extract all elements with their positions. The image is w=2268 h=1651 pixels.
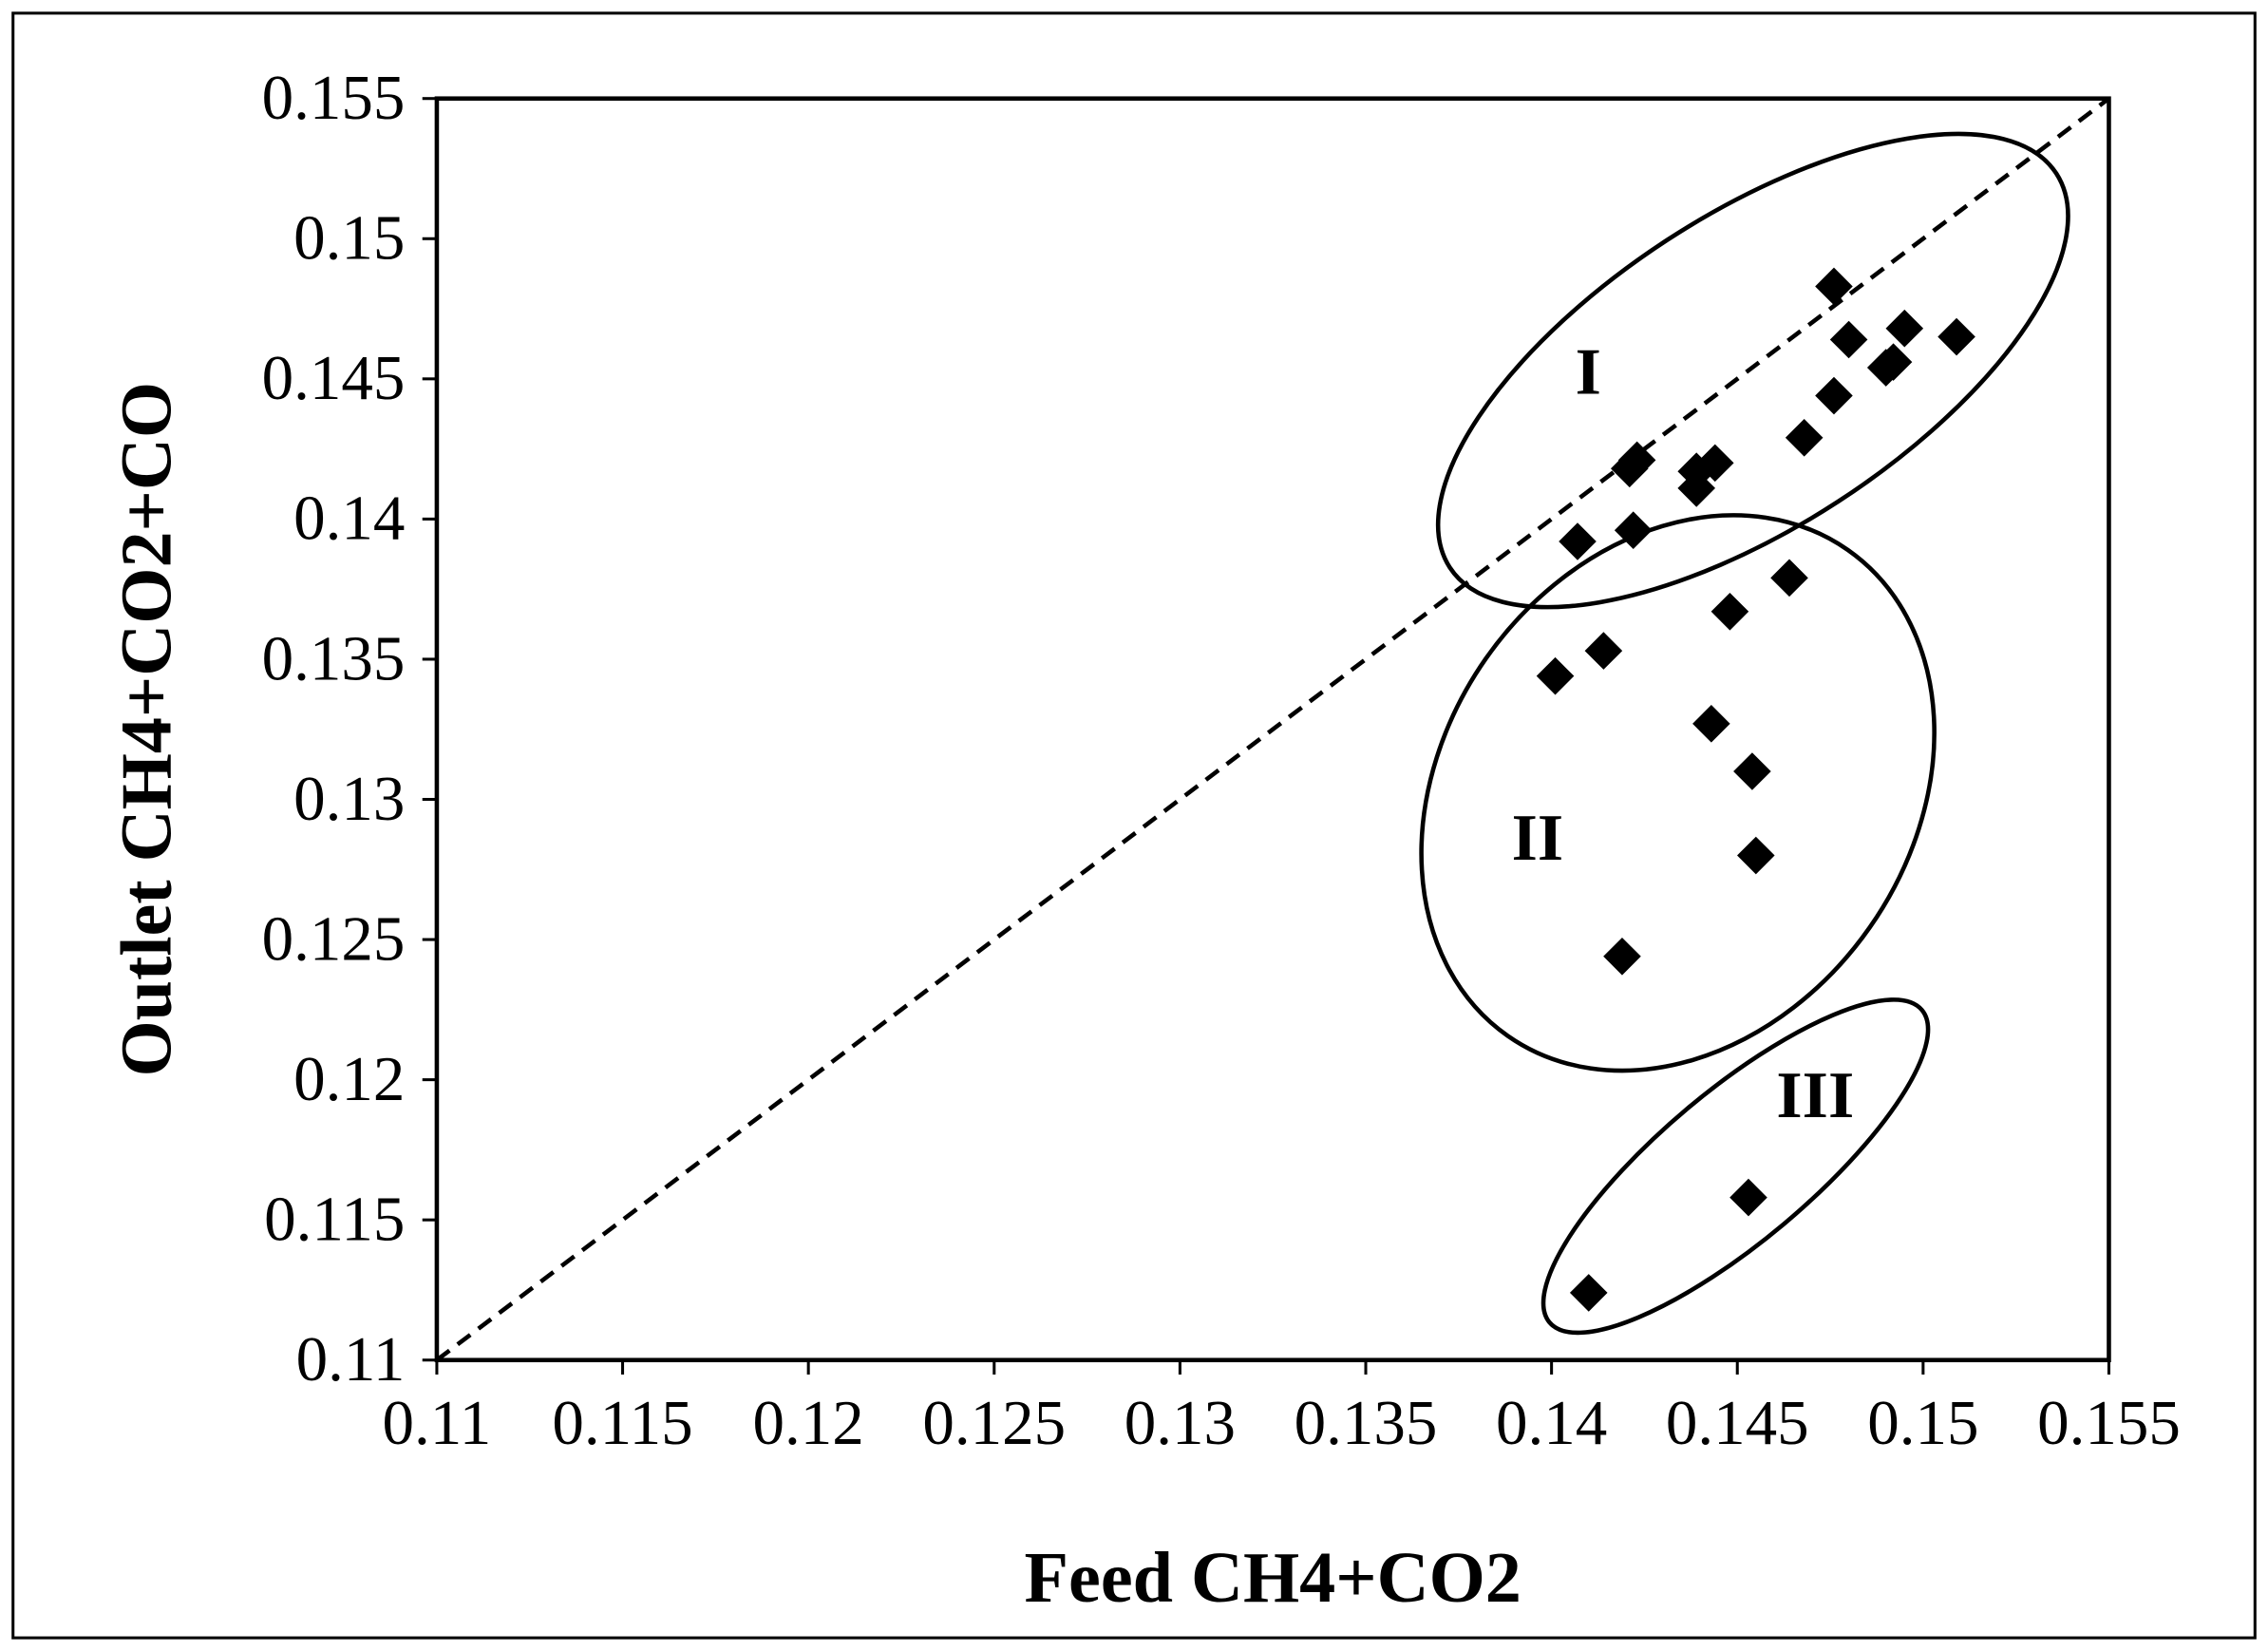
y-tick-label: 0.125	[262, 903, 406, 974]
data-point	[1815, 376, 1853, 415]
reference-line-dashed	[435, 96, 2110, 1362]
group-ellipse-III	[1540, 997, 1931, 1336]
x-tick-label: 0.14	[1496, 1388, 1607, 1458]
data-point	[1733, 752, 1771, 790]
x-tick-label: 0.12	[753, 1388, 864, 1458]
group-label-II: II	[1512, 802, 1564, 875]
y-tick-label: 0.145	[262, 343, 406, 413]
data-point	[1584, 632, 1623, 670]
data-point	[1729, 1178, 1767, 1217]
group-ellipse-II	[1419, 513, 1937, 1073]
y-tick-label: 0.15	[293, 203, 405, 274]
y-tick-label: 0.115	[264, 1184, 405, 1254]
plot-area-frame	[434, 96, 2111, 1363]
x-tick-label: 0.15	[1867, 1388, 1978, 1458]
y-axis-title: Outlet CH4+CO2+CO	[107, 382, 187, 1077]
y-tick-label: 0.135	[262, 623, 406, 693]
y-tick-label: 0.11	[296, 1324, 406, 1395]
group-label-III: III	[1776, 1059, 1854, 1132]
x-tick-label: 0.155	[2037, 1388, 2181, 1458]
data-point	[1737, 836, 1775, 875]
data-point	[1874, 343, 1913, 381]
data-point	[1603, 937, 1641, 976]
group-label-I: I	[1576, 335, 1601, 408]
x-tick-label: 0.115	[552, 1388, 692, 1458]
y-tick-label: 0.14	[293, 484, 405, 554]
y-tick-label: 0.12	[293, 1044, 405, 1114]
data-point	[1710, 592, 1749, 631]
data-point	[1536, 656, 1575, 695]
x-tick-label: 0.125	[922, 1388, 1066, 1458]
data-point	[1829, 320, 1868, 359]
data-point	[1785, 419, 1824, 457]
x-axis-title: Feed CH4+CO2	[1025, 1538, 1521, 1618]
y-tick-label: 0.155	[262, 63, 406, 133]
group-ellipse-I	[1435, 131, 2070, 610]
data-point	[1692, 705, 1730, 743]
x-tick-label: 0.13	[1125, 1388, 1236, 1458]
data-point	[1617, 441, 1656, 480]
figure-border	[11, 11, 2257, 1640]
x-tick-label: 0.135	[1295, 1388, 1438, 1458]
y-tick-label: 0.13	[293, 764, 405, 834]
data-point	[1559, 522, 1597, 560]
x-tick-label: 0.145	[1666, 1388, 1809, 1458]
x-tick-label: 0.11	[383, 1388, 492, 1458]
